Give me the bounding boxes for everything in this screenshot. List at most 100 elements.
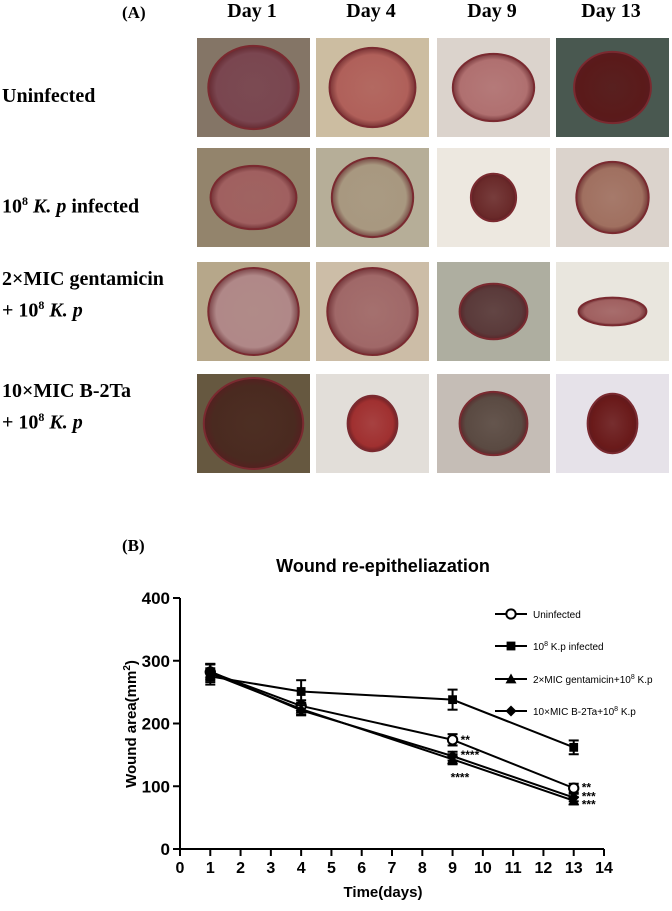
group-label-3: 2×MIC gentamicin + 108 K. p bbox=[2, 266, 164, 324]
wound-photo bbox=[437, 38, 550, 137]
x-tick-label: 13 bbox=[565, 860, 583, 877]
x-tick-label: 7 bbox=[388, 860, 397, 877]
significance-label: *** bbox=[582, 789, 596, 803]
wound-photo bbox=[197, 38, 310, 137]
data-point-series-4 bbox=[568, 792, 580, 804]
group-label-line: 2×MIC gentamicin bbox=[2, 268, 164, 290]
y-tick-label: 300 bbox=[142, 652, 170, 671]
wound-photo bbox=[316, 38, 429, 137]
x-tick-label: 12 bbox=[535, 860, 553, 877]
series-line-4 bbox=[209, 670, 575, 799]
label-organism: K. p bbox=[33, 195, 67, 218]
wound-photo bbox=[197, 374, 310, 473]
significance-label: ** bbox=[461, 733, 471, 747]
x-tick-label: 9 bbox=[448, 860, 457, 877]
group-label-line: 10×MIC B-2Ta bbox=[2, 380, 132, 402]
y-axis-label: Wound area(mm2) bbox=[122, 660, 140, 788]
wound-photo bbox=[556, 38, 669, 137]
legend-text: K.p bbox=[618, 707, 636, 718]
legend-sup: 8 bbox=[631, 674, 635, 681]
legend-text: K.p bbox=[635, 675, 653, 686]
data-point-series-2 bbox=[296, 687, 306, 696]
legend-sup: 8 bbox=[544, 641, 548, 648]
group-label-4: 10×MIC B-2Ta + 108 K. p bbox=[2, 378, 131, 436]
wound-photo bbox=[197, 148, 310, 247]
label-text: 10 bbox=[2, 195, 22, 218]
label-superscript: 8 bbox=[22, 194, 28, 208]
y-axis-label-text: ) bbox=[123, 660, 140, 665]
data-point-series-4 bbox=[447, 750, 459, 762]
series-line-1 bbox=[209, 671, 575, 790]
legend-sup: 8 bbox=[614, 706, 618, 713]
data-point-series-1 bbox=[446, 734, 459, 746]
legend-marker bbox=[505, 673, 517, 684]
legend-text: K.p infected bbox=[548, 642, 604, 653]
group-label-2: 108 K. p infected bbox=[2, 188, 139, 220]
series-line-2 bbox=[210, 675, 575, 749]
data-point-series-2 bbox=[448, 695, 457, 705]
x-tick-label: 1 bbox=[206, 860, 215, 877]
legend-label: Uninfected bbox=[533, 610, 581, 621]
group-label-line: 108 K. p infected bbox=[2, 188, 139, 220]
data-point-series-1 bbox=[568, 782, 580, 794]
panel-b-label: (B) bbox=[122, 536, 145, 555]
day-label-1: Day 1 bbox=[227, 0, 277, 22]
legend-marker bbox=[505, 608, 517, 620]
label-text: infected bbox=[66, 195, 140, 218]
legend-text: 2×MIC gentamicin+10 bbox=[533, 675, 631, 686]
significance-label: **** bbox=[461, 748, 480, 762]
x-axis-label: Time(days) bbox=[344, 884, 423, 901]
x-tick-label: 3 bbox=[266, 860, 275, 877]
panel-a-label: (A) bbox=[122, 3, 146, 22]
x-tick-label: 10 bbox=[474, 860, 492, 877]
y-tick-label: 400 bbox=[142, 589, 170, 608]
significance-label: **** bbox=[451, 770, 470, 784]
x-tick-label: 5 bbox=[327, 860, 336, 877]
wound-photo bbox=[316, 262, 429, 361]
significance-label: *** bbox=[582, 797, 596, 811]
wound-photo bbox=[316, 374, 429, 473]
legend-text: 10 bbox=[533, 642, 545, 653]
wound-photo bbox=[437, 374, 550, 473]
x-tick-label: 4 bbox=[297, 860, 306, 877]
legend-label: 2×MIC gentamicin+108 K.p bbox=[533, 674, 653, 686]
legend-marker bbox=[505, 705, 517, 717]
wound-photo bbox=[556, 374, 669, 473]
label-organism: K. p bbox=[49, 299, 83, 322]
significance-label: ** bbox=[582, 781, 592, 795]
data-point-series-4 bbox=[295, 704, 307, 716]
y-tick-label: 200 bbox=[142, 715, 170, 734]
wound-photo bbox=[437, 262, 550, 361]
label-text: + 10 bbox=[2, 299, 39, 322]
y-axis-label-sup: 2 bbox=[122, 665, 133, 671]
y-axis-label-text: Wound area(mm bbox=[123, 671, 140, 788]
group-label-line: + 108 K. p bbox=[2, 292, 164, 324]
wound-photo bbox=[197, 262, 310, 361]
group-label-line: + 108 K. p bbox=[2, 404, 131, 436]
day-label-4: Day 4 bbox=[346, 0, 396, 22]
x-tick-label: 0 bbox=[176, 860, 185, 877]
wound-photo bbox=[316, 148, 429, 247]
x-tick-label: 14 bbox=[595, 860, 613, 877]
legend-text: 10×MIC B-2Ta+10 bbox=[533, 707, 615, 718]
legend-label: 10×MIC B-2Ta+108 K.p bbox=[533, 706, 636, 718]
label-superscript: 8 bbox=[38, 410, 45, 424]
data-point-series-2 bbox=[569, 742, 579, 752]
label-text: + 10 bbox=[2, 411, 39, 434]
data-point-series-4 bbox=[204, 665, 216, 677]
legend-marker bbox=[506, 641, 516, 651]
x-tick-label: 11 bbox=[505, 860, 522, 877]
day-label-9: Day 9 bbox=[467, 0, 517, 22]
day-label-13: Day 13 bbox=[581, 0, 641, 22]
y-tick-label: 0 bbox=[161, 840, 170, 859]
wound-photo bbox=[556, 148, 669, 247]
x-tick-label: 6 bbox=[357, 860, 366, 877]
label-organism: K. p bbox=[49, 411, 83, 434]
legend-label: 108 K.p infected bbox=[533, 641, 604, 653]
x-tick-label: 8 bbox=[418, 860, 427, 877]
group-label-1: Uninfected bbox=[2, 83, 95, 109]
wound-photo bbox=[556, 262, 669, 361]
x-tick-label: 2 bbox=[236, 860, 245, 877]
wound-photo bbox=[437, 148, 550, 247]
y-tick-label: 100 bbox=[142, 777, 170, 796]
